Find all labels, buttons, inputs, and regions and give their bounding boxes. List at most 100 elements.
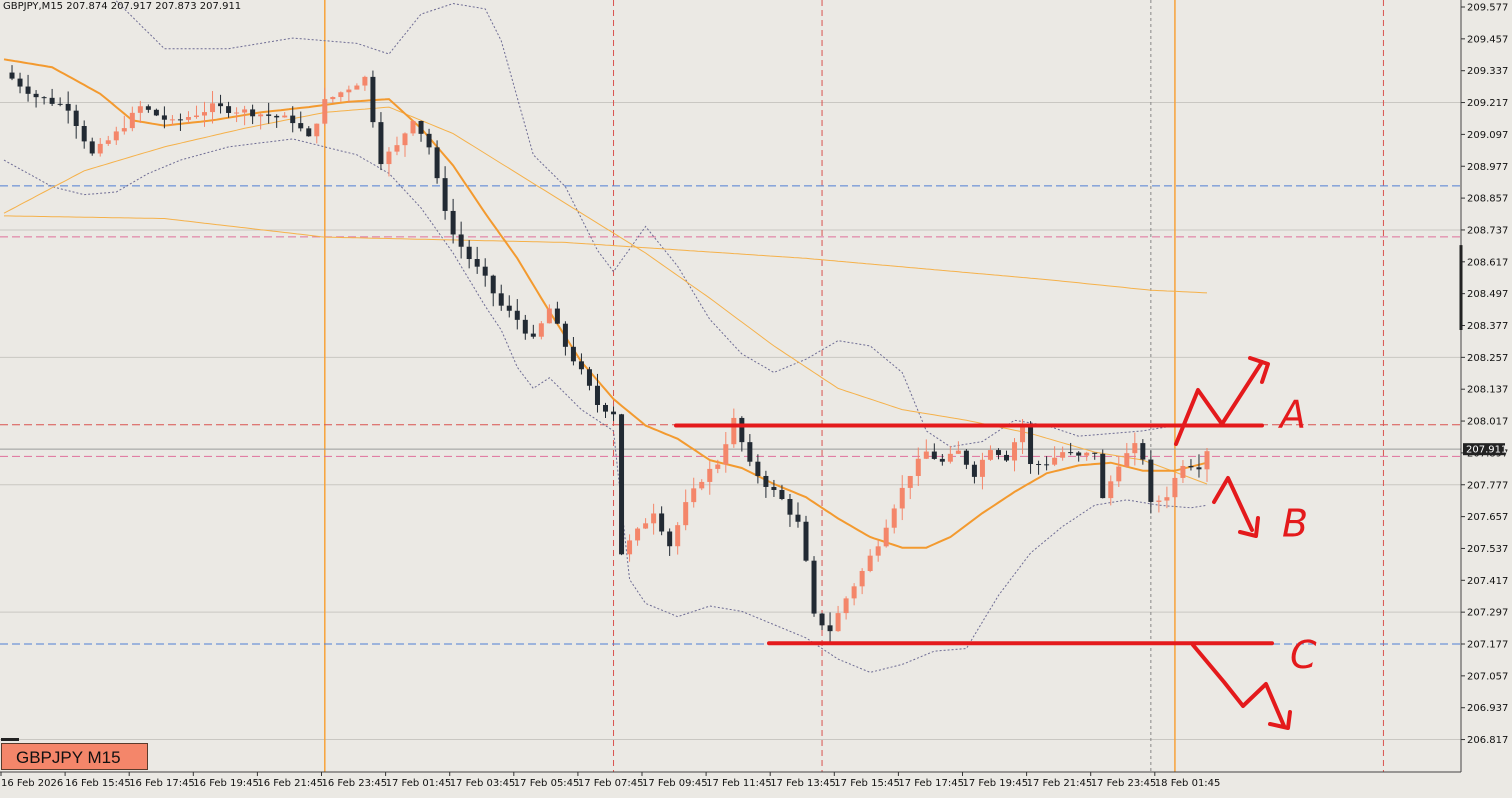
time-tick-label: 17 Feb 15:45 [834,778,900,789]
break-down-arrow [1191,643,1286,728]
candle-body [1036,464,1042,466]
candle-body [242,109,248,113]
candle-body [1012,442,1018,461]
last-price-label: 207.911 [1466,445,1507,456]
time-tick-label: 17 Feb 07:45 [578,778,644,789]
time-tick-label: 16 Feb 2026 [1,778,63,789]
price-tick-label: 208.257 [1467,353,1508,364]
candle-body [787,499,793,515]
annotation-label-c: C [1290,633,1317,677]
candle-body [1076,452,1082,456]
candle-body [490,275,496,294]
ma-slow-line [3,106,1208,485]
candle-body [258,114,264,117]
price-tick-label: 207.657 [1467,512,1508,523]
candle-body [731,417,737,445]
annotation-label-a: A [1277,393,1306,437]
candle-body [57,103,63,105]
price-tick-label: 208.017 [1467,417,1508,428]
candle-body [394,145,400,152]
reject-down-arrowhead [1238,516,1260,538]
badge-marker [1,738,19,741]
price-tick-label: 208.377 [1467,321,1508,332]
ma-long-line [4,215,1208,294]
candle-body [346,89,352,93]
price-axis: 209.577 209.457 209.337 209.217 209.097 208.9… [1459,3,1508,746]
candle-body [819,613,825,626]
candle-body [723,444,729,465]
candle-body [795,514,801,522]
candle-body [1148,459,1154,502]
candle-body [153,109,159,116]
candle-body [554,308,560,324]
candle-body [25,86,31,94]
candle-body [1116,466,1122,482]
price-tick-label: 206.937 [1467,703,1508,714]
break-down-arrowhead [1268,710,1292,730]
candle-body [1004,454,1009,461]
candle-body [546,308,552,324]
candlesticks [9,65,1210,642]
candle-body [218,103,224,107]
candle-body [931,451,937,459]
price-tick-label: 207.057 [1467,671,1508,682]
candle-body [137,106,143,113]
candle-body [386,151,392,165]
candle-body [402,133,408,146]
candle-body [659,513,665,532]
time-tick-label: 17 Feb 13:45 [770,778,836,789]
candle-body [169,119,175,121]
candle-body [586,369,592,386]
candle-body [185,117,191,120]
candle-body [578,361,584,370]
candle-body [1140,443,1146,460]
time-tick-label: 17 Feb 01:45 [386,778,452,789]
candle-body [675,525,681,547]
bollinger-bands [3,0,1208,673]
candle-body [466,246,472,260]
price-tick-label: 207.537 [1467,544,1508,555]
time-tick-label: 16 Feb 17:45 [129,778,195,789]
candle-body [1020,425,1026,443]
candle-body [250,109,256,117]
candle-body [193,115,199,118]
candle-body [1124,453,1130,467]
candle-body [538,323,544,337]
candle-body [426,133,432,148]
candle-body [891,508,897,528]
candle-body [113,131,119,141]
candle-body [450,210,456,235]
breakout-up-arrow [1174,360,1264,446]
candle-body [1188,465,1194,468]
time-tick-label: 17 Feb 21:45 [1027,778,1093,789]
candle-body [1132,443,1138,454]
candle-body [779,489,785,500]
candle-body [73,110,79,127]
candle-body [1100,453,1106,499]
candle-body [979,459,985,477]
candle-body [105,140,111,144]
candle-body [827,625,833,632]
candle-body [715,464,721,469]
candle-body [9,72,15,79]
candle-body [995,450,1001,455]
time-tick-label: 16 Feb 19:45 [193,778,259,789]
candle-body [803,521,809,561]
candle-body [41,97,47,99]
candle-body [739,417,745,443]
chart-header: GBPJPY,M15 207.874 207.917 207.873 207.9… [3,1,242,12]
candle-body [442,178,448,211]
candle-body [177,119,183,121]
time-tick-label: 16 Feb 15:45 [65,778,131,789]
candle-body [699,481,705,489]
candle-body [89,141,95,154]
candle-body [81,126,87,142]
candle-body [161,115,167,120]
chart-background [0,0,1461,772]
time-tick-label: 16 Feb 23:45 [322,778,388,789]
price-tick-label: 206.817 [1467,735,1508,746]
candle-body [875,546,881,556]
annotation-label-b: B [1282,501,1308,545]
